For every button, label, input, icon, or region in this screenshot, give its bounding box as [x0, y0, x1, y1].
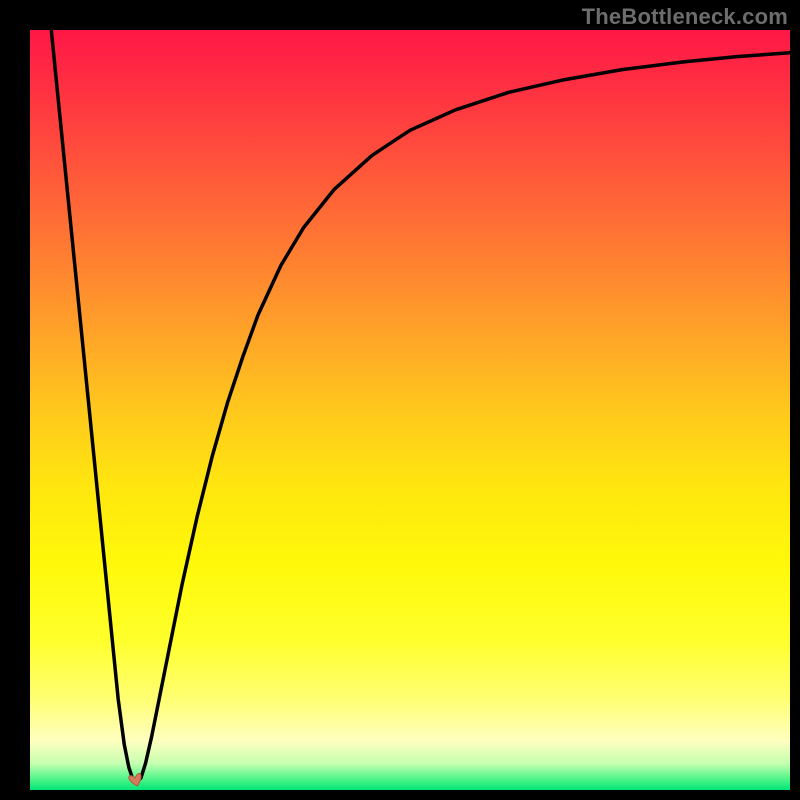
plot-svg	[30, 30, 790, 790]
plot-area	[30, 30, 790, 790]
chart-frame: TheBottleneck.com	[0, 0, 800, 800]
watermark-text: TheBottleneck.com	[582, 4, 788, 30]
gradient-background	[30, 30, 790, 790]
